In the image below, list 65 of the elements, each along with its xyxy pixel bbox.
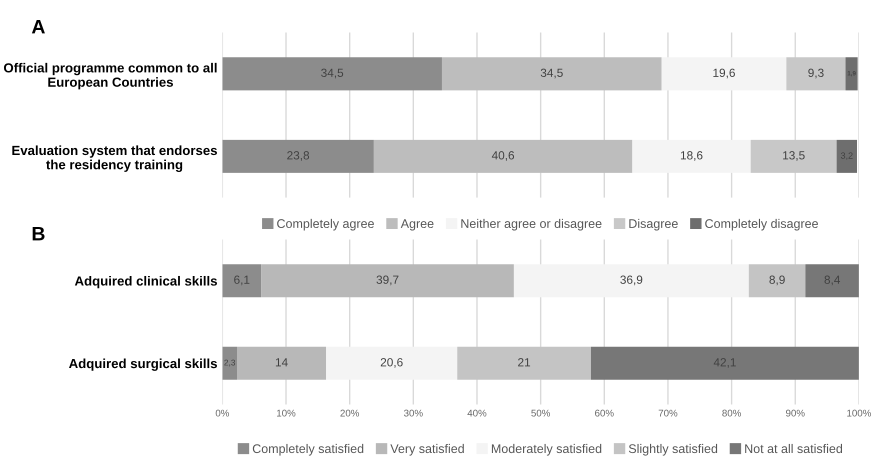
data-label: 40,6	[492, 151, 514, 161]
bar	[836, 140, 858, 173]
data-label: 20,6	[380, 358, 403, 368]
bar	[222, 140, 374, 173]
data-label: 18,6	[680, 151, 702, 161]
legend-label: Completely disagree	[705, 218, 818, 230]
data-label: 39,7	[376, 276, 398, 286]
data-label: 34,5	[540, 68, 563, 78]
legend-label: Slightly satisfied	[628, 444, 718, 456]
legend-label: Disagree	[629, 218, 678, 230]
data-label: 21	[518, 358, 530, 366]
text: A	[32, 20, 45, 34]
bar	[237, 346, 326, 380]
bar	[374, 140, 632, 173]
x-tick-label: 40%	[467, 410, 486, 417]
data-label: 23,8	[287, 151, 310, 161]
data-label: 42,1	[714, 358, 736, 368]
bar	[222, 346, 237, 380]
data-label: 2,3	[224, 360, 236, 367]
x-tick-label: 30%	[404, 410, 423, 417]
legend-label: Neither agree or disagree	[461, 218, 602, 230]
bar	[514, 264, 749, 298]
data-label: 8,9	[769, 276, 785, 286]
legend-label: Moderately satisfied	[492, 444, 602, 456]
y-tick-label: Adquired clinical skills	[74, 276, 217, 288]
legend-label: Not at all satisfied	[745, 444, 842, 454]
x-tick-label: 90%	[786, 410, 805, 417]
data-label: 13,5	[783, 151, 805, 161]
text: B	[32, 226, 45, 240]
bar	[222, 264, 262, 298]
bar	[222, 57, 442, 90]
x-tick-label: 100%	[847, 410, 872, 417]
bar	[326, 346, 458, 380]
bar	[590, 346, 859, 380]
bar	[261, 264, 514, 298]
legend-label: Completely agree	[277, 218, 374, 230]
y-tick-label: Evaluation system that endorses the residency training	[12, 145, 217, 172]
x-tick-label: 10%	[277, 410, 296, 417]
x-tick-label: 80%	[722, 410, 741, 417]
x-tick-label: 70%	[658, 410, 678, 417]
y-tick-label: Adquired surgical skills	[68, 358, 217, 371]
y-tick-label: Official programme common to all European Countries	[4, 62, 217, 90]
bar	[748, 264, 806, 298]
x-tick-label: 60%	[595, 410, 614, 417]
bar	[846, 57, 858, 90]
data-label: 6,1	[234, 276, 250, 286]
bar	[662, 57, 786, 90]
data-label: 14	[276, 358, 288, 366]
legend-label: Completely satisfied	[252, 444, 364, 456]
bar	[442, 57, 662, 90]
x-tick-label: 50%	[531, 410, 550, 417]
data-label: 8,4	[824, 276, 840, 286]
data-label: 9,3	[808, 68, 824, 78]
data-label: 19,6	[713, 68, 735, 78]
data-label: 36,9	[620, 276, 642, 286]
data-label: 34,5	[321, 68, 344, 78]
bar	[786, 57, 846, 90]
bar	[750, 140, 837, 173]
legend-label: Agree	[400, 219, 434, 230]
x-tick-label: 20%	[340, 410, 360, 417]
bar	[457, 346, 591, 380]
legend-label: Very satisfied	[390, 444, 464, 456]
bar	[632, 140, 751, 173]
x-tick-label: 0%	[216, 410, 230, 417]
bar	[805, 264, 859, 298]
